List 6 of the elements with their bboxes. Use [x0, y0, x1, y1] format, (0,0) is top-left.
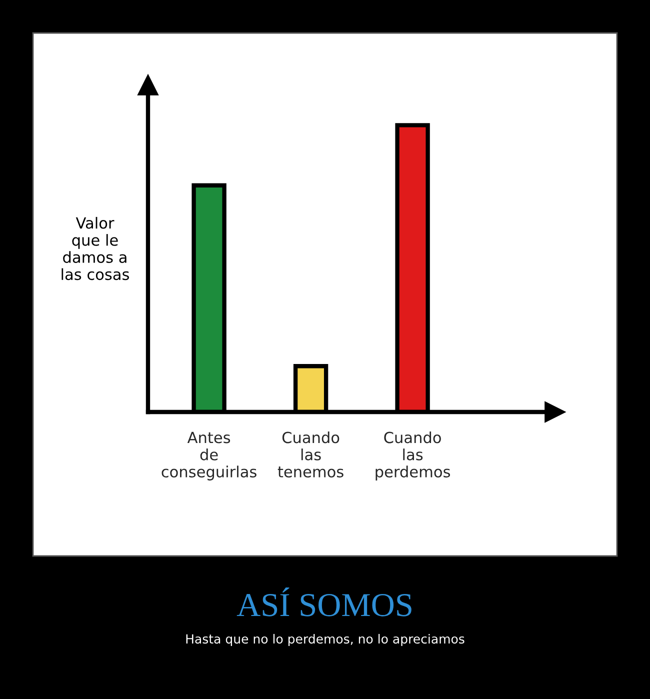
- text: ASÍ SOMOS: [236, 588, 412, 616]
- x-tick-label: Cuando las perdemos: [376, 431, 450, 480]
- x-tick-label: Cuando las tenemos: [278, 431, 344, 478]
- x-tick-label: Antes de conseguirlas: [162, 432, 256, 480]
- text: Hasta que no lo perdemos, no lo apreciamos: [186, 634, 464, 646]
- y-axis-title: Valor que le damos a las cosas: [62, 216, 129, 280]
